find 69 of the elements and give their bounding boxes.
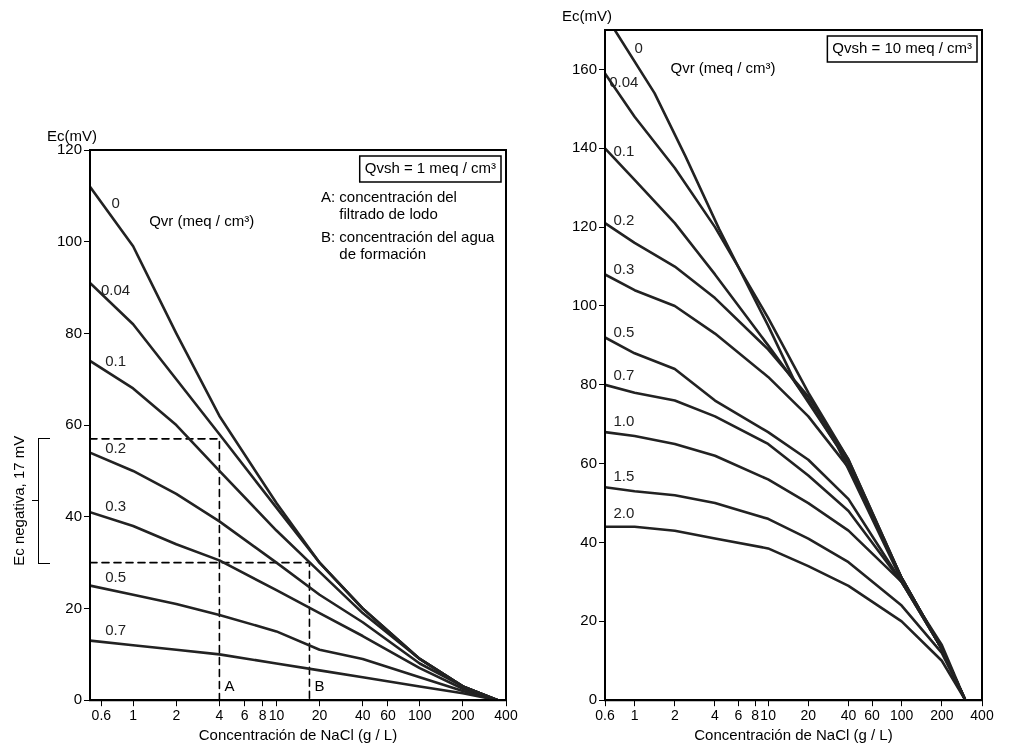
x-axis-title: Concentración de NaCl (g / L) [694, 726, 893, 744]
y-tick-label: 80 [580, 374, 597, 392]
x-tick-label: 60 [864, 707, 880, 724]
x-axis-title: Concentración de NaCl (g / L) [198, 726, 398, 744]
y-tick-label: 60 [65, 415, 82, 433]
x-tick-label: 6 [240, 707, 249, 724]
y-tick-label: 140 [571, 138, 597, 156]
series-label: 1.0 [613, 411, 635, 429]
annotation: B: concentración del agua de formación [321, 227, 496, 262]
x-tick-label: 200 [451, 707, 475, 724]
series-label: 0.1 [105, 352, 126, 370]
y-tick-label: 40 [580, 532, 597, 550]
x-tick-label: 0.6 [595, 707, 615, 724]
x-tick-label: 40 [840, 707, 857, 724]
series-label: 0.5 [105, 567, 126, 585]
x-tick-label: 10 [760, 707, 777, 724]
series-label: 0.7 [613, 366, 635, 384]
series-label: 0.1 [613, 141, 635, 159]
x-tick-label: 1 [630, 707, 639, 724]
x-tick-label: 100 [408, 707, 432, 724]
x-tick-label: 20 [800, 707, 817, 724]
x-tick-label: 400 [494, 707, 518, 724]
x-tick-label: 6 [734, 707, 743, 724]
series-label: 0.2 [613, 210, 635, 228]
y-tick-label: 120 [571, 217, 597, 235]
series-label: 0.3 [105, 496, 126, 514]
y-tick-label: 60 [580, 453, 597, 471]
series-label: 0 [634, 39, 643, 57]
series-label: 0.5 [613, 323, 635, 341]
y-tick-label: 20 [65, 598, 82, 616]
y-tick-label: 100 [571, 296, 597, 314]
x-tick-label: 400 [970, 707, 994, 724]
y-tick-label: 20 [580, 611, 597, 629]
text: Ec negativa, 17 mV [10, 435, 28, 566]
legend-title: Qvr (meq / cm³) [670, 59, 776, 77]
x-tick-label: 100 [889, 707, 914, 724]
series-label: 2.0 [613, 504, 635, 522]
series-label: 0.04 [100, 281, 131, 299]
x-tick-label: 60 [380, 707, 396, 724]
y-tick-label: 0 [588, 690, 597, 708]
x-tick-label: 10 [268, 707, 285, 724]
y-tick-label: 100 [56, 231, 82, 249]
x-tick-label: 0.6 [91, 707, 112, 724]
series-label: 0.3 [613, 259, 635, 277]
x-tick-label: 20 [311, 707, 328, 724]
text: Qvsh = 1 meq / cm³ [364, 159, 497, 177]
series-label: A [224, 676, 235, 694]
series-label: B [314, 676, 325, 694]
x-tick-label: 2 [172, 707, 181, 724]
y-tick-label: 160 [571, 59, 597, 77]
y-tick-label: 40 [65, 506, 82, 524]
x-tick-label: 40 [354, 707, 371, 724]
legend-title: Qvr (meq / cm³) [149, 212, 255, 230]
series-label: 0.2 [105, 439, 126, 457]
y-axis-title: Ec(mV) [562, 6, 612, 24]
x-tick-label: 2 [670, 707, 679, 724]
y-tick-label: 0 [73, 690, 82, 708]
x-tick-label: 1 [129, 707, 138, 724]
series-label: 0.7 [105, 620, 126, 638]
x-tick-label: 8 [751, 707, 760, 724]
x-tick-label: 8 [258, 707, 267, 724]
series-label: 0 [111, 194, 120, 212]
series-label: 1.5 [613, 466, 635, 484]
y-tick-label: 80 [65, 323, 82, 341]
x-tick-label: 4 [215, 707, 224, 724]
x-tick-label: 200 [930, 707, 954, 724]
annotation: A: concentración del filtrado de lodo [321, 187, 457, 222]
text: Qvsh = 10 meq / cm³ [832, 39, 973, 57]
x-tick-label: 4 [711, 707, 720, 724]
